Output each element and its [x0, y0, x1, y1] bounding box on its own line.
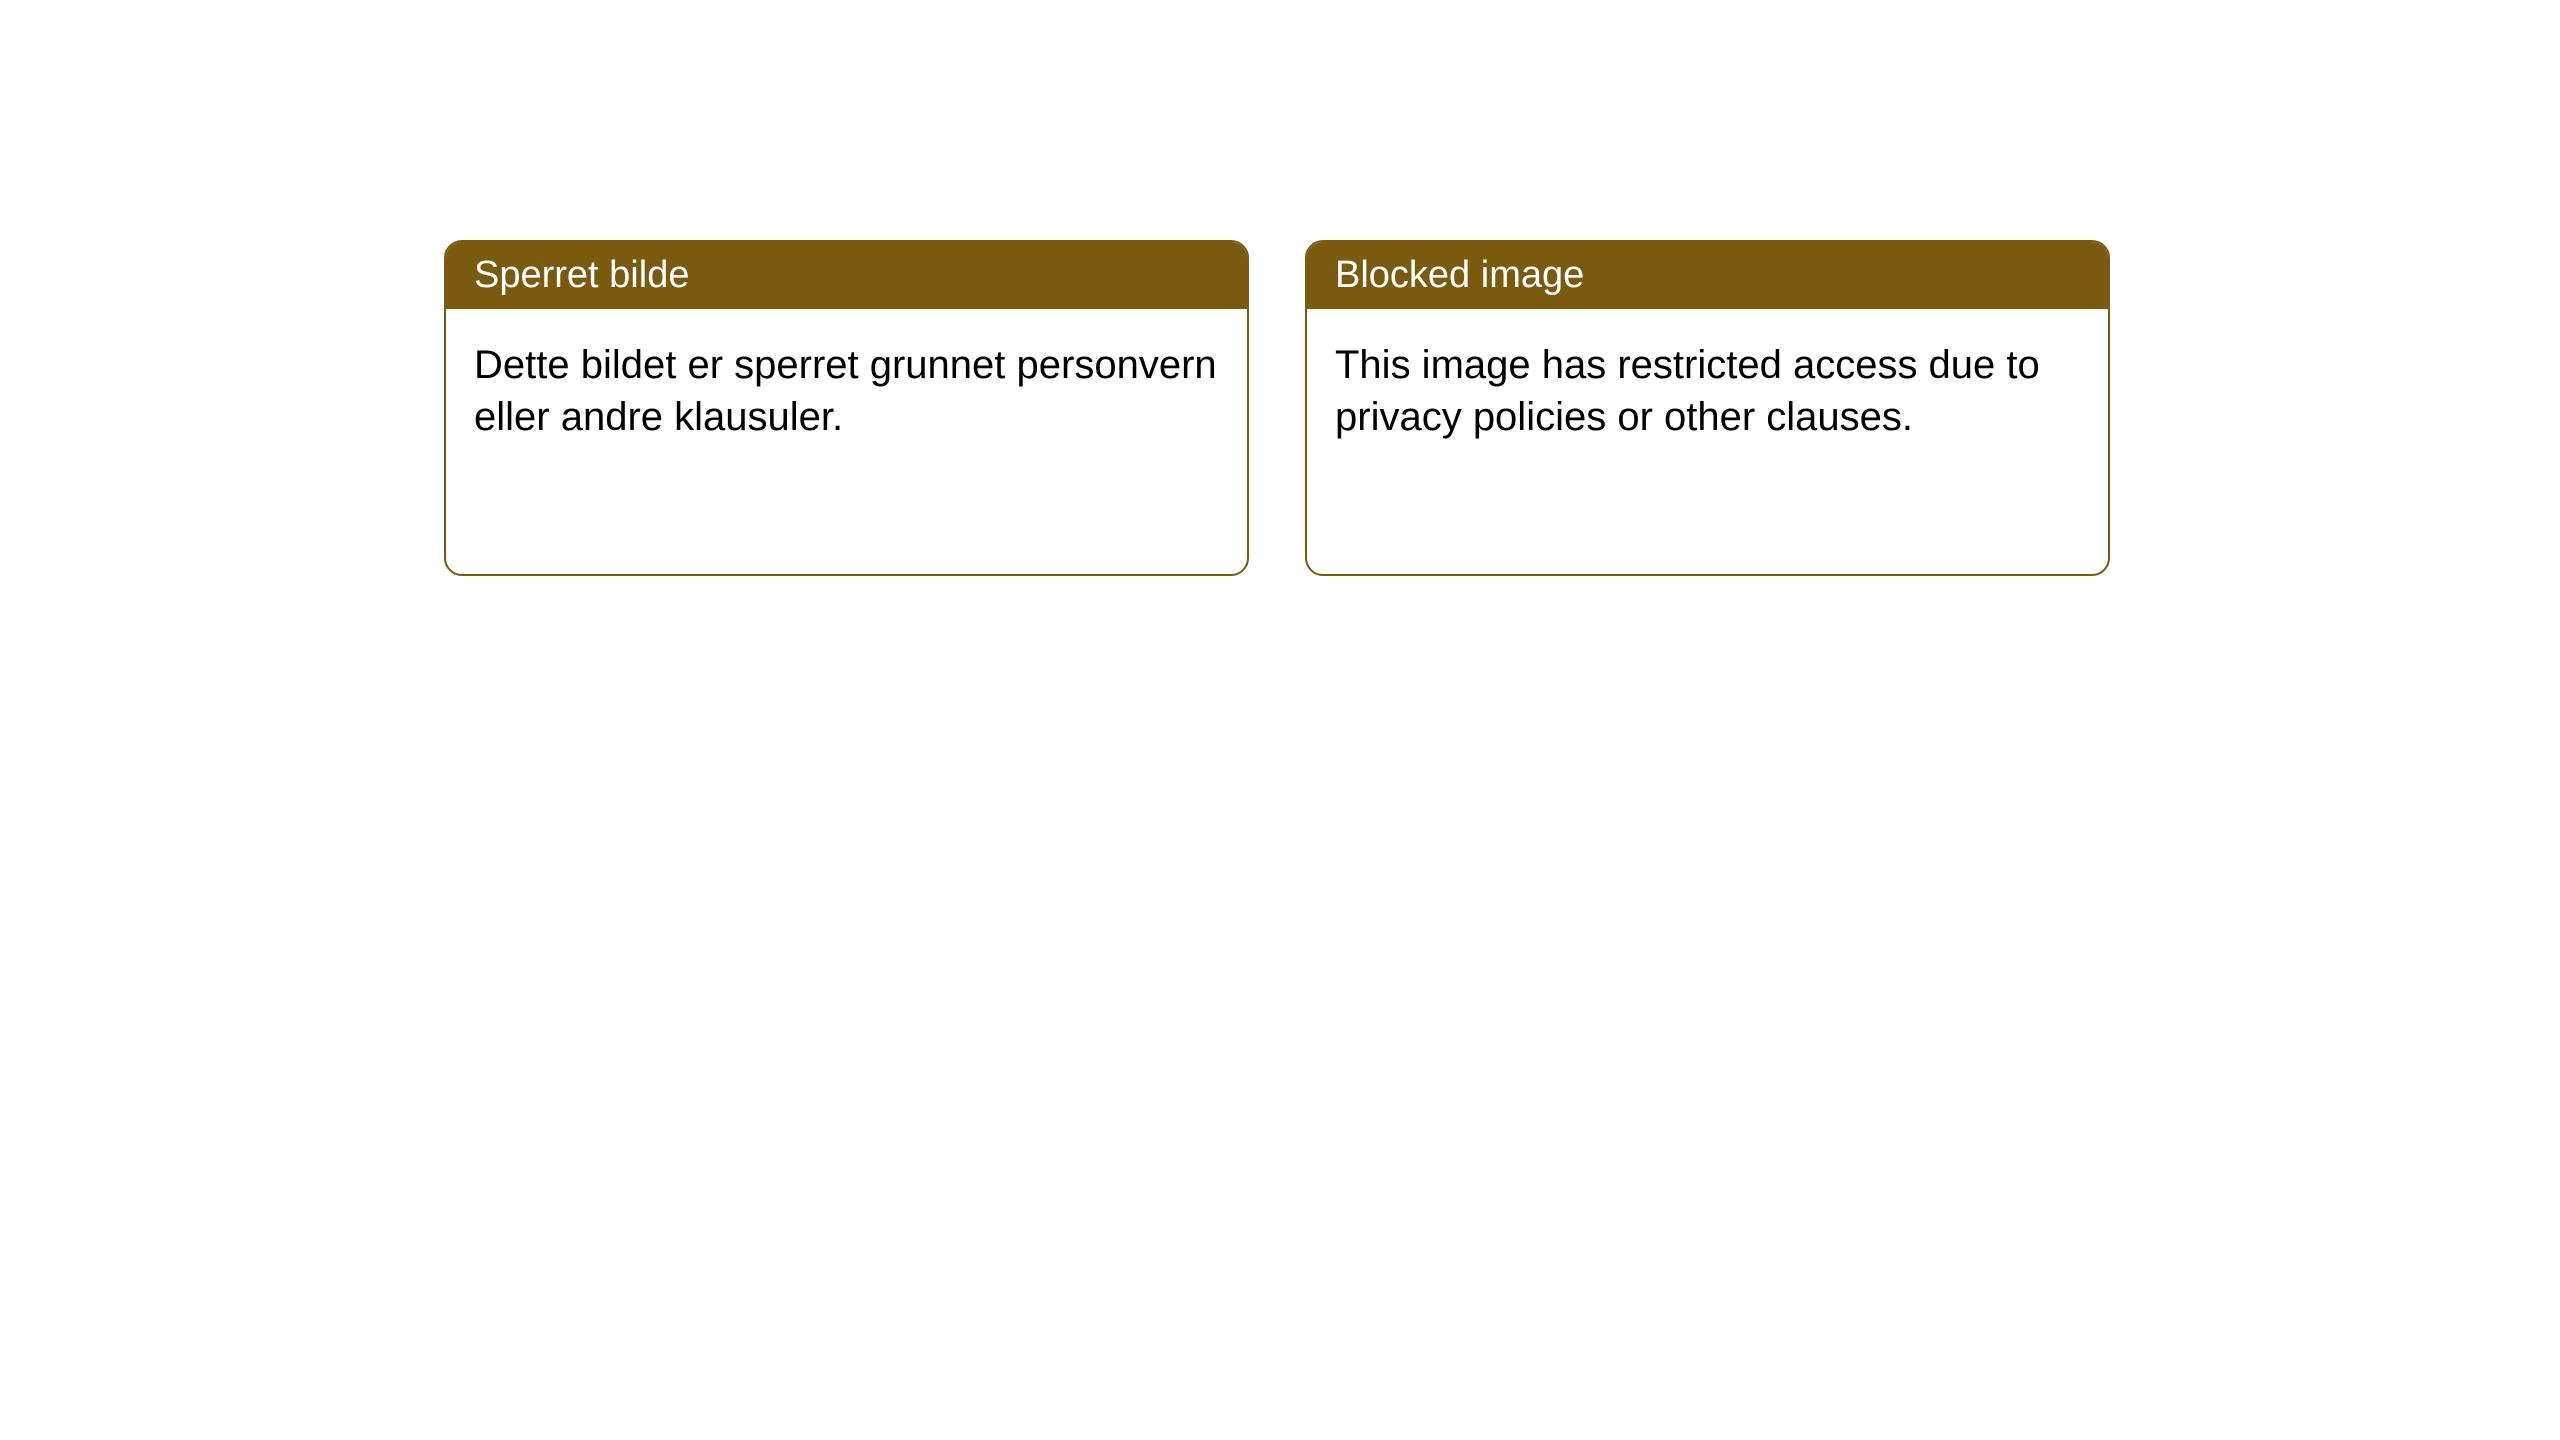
- notice-cards-container: Sperret bilde Dette bildet er sperret gr…: [444, 240, 2110, 576]
- card-body-text: Dette bildet er sperret grunnet personve…: [474, 343, 1217, 439]
- notice-card-english: Blocked image This image has restricted …: [1305, 240, 2110, 576]
- card-header: Sperret bilde: [446, 242, 1247, 309]
- notice-card-norwegian: Sperret bilde Dette bildet er sperret gr…: [444, 240, 1249, 576]
- card-body: This image has restricted access due to …: [1307, 309, 2108, 473]
- card-title: Sperret bilde: [474, 254, 689, 296]
- card-body: Dette bildet er sperret grunnet personve…: [446, 309, 1247, 473]
- card-body-text: This image has restricted access due to …: [1335, 343, 2040, 439]
- card-title: Blocked image: [1335, 254, 1584, 296]
- card-header: Blocked image: [1307, 242, 2108, 309]
